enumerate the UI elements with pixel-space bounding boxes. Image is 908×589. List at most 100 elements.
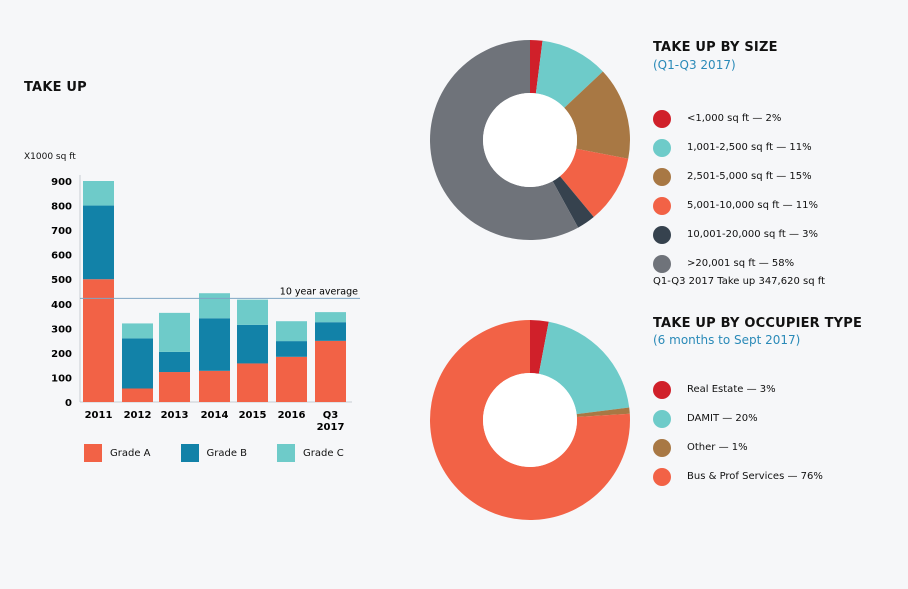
x-tick-label: Q3: [323, 410, 339, 421]
bar-grade-b: [199, 318, 230, 371]
legend-dot: [653, 380, 671, 399]
legend-dot: [653, 438, 671, 457]
y-tick-label: 900: [51, 177, 72, 188]
bar-legend: Grade A Grade B Grade C: [84, 444, 344, 462]
x-tick-label: 2015: [239, 410, 267, 421]
legend-item: 10,001-20,000 sq ft — 3%: [653, 220, 818, 249]
legend-dot: [653, 225, 671, 244]
legend-dot: [653, 167, 671, 186]
legend-label: <1,000 sq ft — 2%: [687, 113, 782, 124]
size-legend: <1,000 sq ft — 2% 1,001-2,500 sq ft — 11%…: [653, 104, 818, 278]
legend-label: Real Estate — 3%: [687, 384, 776, 395]
y-tick-label: 500: [51, 275, 72, 286]
y-tick-label: 100: [51, 373, 72, 384]
legend-label: Bus & Prof Services — 76%: [687, 471, 823, 482]
legend-label: 2,501-5,000 sq ft — 15%: [687, 171, 812, 182]
bar-chart-title: TAKE UP: [24, 80, 87, 95]
y-tick-label: 400: [51, 300, 72, 311]
donut-slice: [535, 40, 603, 108]
size-subtitle: (Q1-Q3 2017): [653, 58, 736, 72]
bar-grade-c: [122, 323, 153, 339]
bar-grade-b: [122, 338, 153, 389]
x-tick-label: 2013: [161, 410, 189, 421]
legend-label: Grade C: [303, 447, 344, 459]
y-tick-label: 300: [51, 324, 72, 335]
legend-item: >20,001 sq ft — 58%: [653, 249, 818, 278]
y-tick-label: 200: [51, 349, 72, 360]
legend-item: Other — 1%: [653, 433, 823, 462]
bar-grade-a: [159, 372, 190, 402]
occupier-title: TAKE UP BY OCCUPIER TYPE: [653, 316, 863, 331]
size-title: TAKE UP BY SIZE: [653, 40, 778, 55]
bar-grade-c: [83, 181, 114, 206]
size-note: Q1-Q3 2017 Take up 347,620 sq ft: [653, 276, 825, 287]
occupier-donut: [430, 320, 630, 520]
legend-dot: [653, 138, 671, 157]
occupier-subtitle: (6 months to Sept 2017): [653, 333, 801, 347]
legend-item: 5,001-10,000 sq ft — 11%: [653, 191, 818, 220]
bar-grade-c: [237, 299, 268, 325]
bar-grade-b: [83, 205, 114, 280]
legend-swatch: [277, 444, 296, 462]
donut-hole: [483, 93, 577, 187]
legend-dot: [653, 196, 671, 215]
size-donut: [430, 40, 630, 240]
legend-item: Real Estate — 3%: [653, 375, 823, 404]
donut-slice: [559, 148, 629, 218]
legend-dot: [653, 467, 671, 486]
legend-item: Grade B: [180, 444, 248, 462]
average-label: 10 year average: [280, 286, 358, 297]
y-tick-label: 0: [65, 398, 72, 409]
y-axis-label: X1000 sq ft: [24, 152, 76, 162]
bar-chart: 0 100 200 300 400 500 600 700 800 900 2011 2012 2013…: [51, 175, 360, 433]
legend-label: Grade A: [110, 447, 151, 459]
legend-label: >20,001 sq ft — 58%: [687, 258, 795, 269]
legend-swatch: [84, 444, 102, 462]
occupier-legend: Real Estate — 3% DAMIT — 20% Other — 1% Bus…: [653, 375, 823, 491]
bar-grade-a: [199, 370, 230, 402]
legend-item: Grade C: [277, 444, 344, 462]
legend-label: 10,001-20,000 sq ft — 3%: [687, 229, 818, 240]
bar-grade-b: [315, 322, 346, 341]
legend-dot: [653, 409, 671, 428]
bar-grade-c: [276, 321, 307, 342]
donut-slice: [538, 321, 630, 415]
donut-slice: [430, 40, 579, 240]
bar-grade-a: [237, 363, 268, 402]
donut-hole: [483, 373, 577, 467]
donut-slice: [552, 176, 594, 228]
bar-grade-b: [276, 341, 307, 357]
bar-grade-c: [315, 312, 346, 323]
x-tick-label: 2017: [317, 422, 345, 433]
legend-label: 1,001-2,500 sq ft — 11%: [687, 142, 812, 153]
legend-label: 5,001-10,000 sq ft — 11%: [687, 200, 818, 211]
legend-item: Grade A: [84, 444, 151, 462]
donut-slice: [576, 407, 630, 418]
bar-grade-b: [237, 324, 268, 364]
bar-grade-a: [276, 356, 307, 402]
donut-slice: [430, 320, 630, 520]
legend-dot: [653, 109, 671, 128]
x-tick-label: 2016: [278, 410, 306, 421]
legend-swatch: [180, 444, 199, 462]
legend-label: Grade B: [206, 447, 248, 459]
legend-dot: [653, 254, 671, 273]
legend-item: 1,001-2,500 sq ft — 11%: [653, 133, 818, 162]
x-tick-label: 2014: [201, 410, 229, 421]
y-tick-label: 800: [51, 202, 72, 213]
bar-grade-c: [159, 312, 190, 352]
legend-label: Other — 1%: [687, 442, 748, 453]
x-tick-label: 2011: [85, 410, 113, 421]
bar-grade-a: [122, 388, 153, 402]
bar-grade-a: [83, 279, 114, 402]
bar-grade-a: [315, 340, 346, 402]
donut-slice: [564, 71, 630, 159]
y-tick-label: 700: [51, 226, 72, 237]
x-tick-label: 2012: [124, 410, 152, 421]
donut-slice: [530, 40, 543, 94]
donut-slice: [530, 320, 549, 374]
legend-item: 2,501-5,000 sq ft — 15%: [653, 162, 818, 191]
legend-item: DAMIT — 20%: [653, 404, 823, 433]
legend-label: DAMIT — 20%: [687, 413, 758, 424]
bar-grade-b: [159, 351, 190, 373]
